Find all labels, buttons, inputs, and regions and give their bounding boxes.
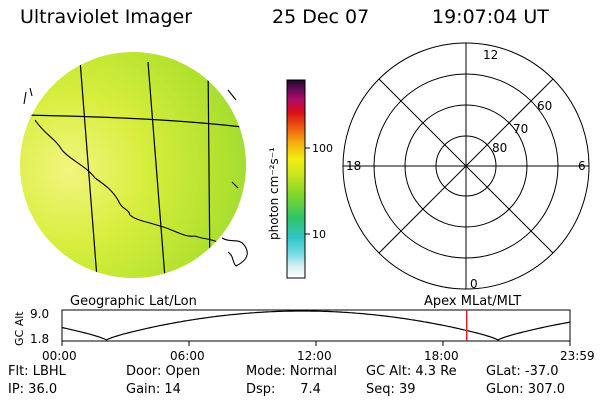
info-mode: Mode: Normal xyxy=(246,364,337,379)
colorbar-unit-label: photon cm⁻²s⁻¹ xyxy=(267,147,281,240)
polar-lat-80: 80 xyxy=(492,141,507,155)
info-gain: Gain: 14 xyxy=(126,382,181,397)
colorbar: 100 10 photon cm⁻²s⁻¹ xyxy=(267,79,333,279)
polar-hour-18: 18 xyxy=(346,159,361,173)
instrument-title: Ultraviolet Imager xyxy=(20,6,193,28)
altitude-curve xyxy=(61,310,571,341)
geographic-projection-label: Geographic Lat/Lon xyxy=(70,294,197,309)
uv-image-disc xyxy=(20,52,248,278)
info-filter: Flt: LBHL xyxy=(8,364,66,379)
geographic-grid xyxy=(20,59,246,278)
altitude-xtick-0600: 06:00 xyxy=(170,349,205,363)
altitude-xtick-0000: 00:00 xyxy=(42,349,77,363)
header-time: 19:07:04 UT xyxy=(432,6,549,28)
info-geographic-longitude: GLon: 307.0 xyxy=(486,382,566,397)
altitude-plot: GC Alt 9.0 1.8 00:00 06:00 12:00 18:00 2… xyxy=(13,307,595,363)
polar-lat-70: 70 xyxy=(513,122,528,136)
coastline xyxy=(23,87,248,267)
info-door: Door: Open xyxy=(126,364,201,379)
altitude-ytick-max: 9.0 xyxy=(30,307,49,321)
header-date: 25 Dec 07 xyxy=(272,6,370,28)
info-ip: IP: 36.0 xyxy=(8,382,58,397)
info-gc-altitude: GC Alt: 4.3 Re xyxy=(366,364,457,379)
polar-mlt-plot xyxy=(342,42,590,290)
colorbar-tick-100: 100 xyxy=(312,142,333,155)
colorbar-tick-10: 10 xyxy=(312,228,326,241)
apex-projection-label: Apex MLat/MLT xyxy=(424,294,522,309)
altitude-ytick-min: 1.8 xyxy=(30,332,49,346)
altitude-xtick-1200: 12:00 xyxy=(297,349,332,363)
altitude-xtick-1800: 18:00 xyxy=(424,349,459,363)
info-sequence: Seq: 39 xyxy=(366,382,416,397)
polar-hour-6: 6 xyxy=(578,159,586,173)
polar-lat-60: 60 xyxy=(537,99,552,113)
info-dsp: Dsp: 7.4 xyxy=(246,382,321,397)
altitude-xtick-2359: 23:59 xyxy=(560,349,595,363)
altitude-ylabel: GC Alt xyxy=(13,311,26,346)
polar-hour-12: 12 xyxy=(483,48,498,62)
polar-hour-0: 0 xyxy=(470,277,478,291)
info-geographic-latitude: GLat: -37.0 xyxy=(486,364,559,379)
